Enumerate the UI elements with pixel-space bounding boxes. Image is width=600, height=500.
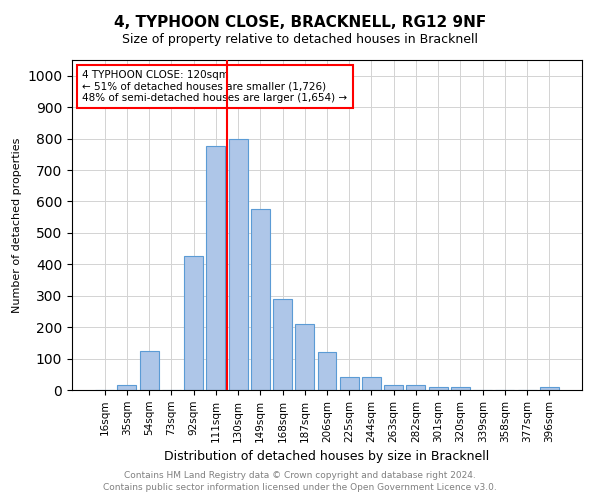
Bar (429, 387, 448, 390)
Bar (206, 146, 225, 390)
Text: 4, TYPHOON CLOSE, BRACKNELL, RG12 9NF: 4, TYPHOON CLOSE, BRACKNELL, RG12 9NF (114, 15, 486, 30)
Y-axis label: Number of detached properties: Number of detached properties (11, 138, 22, 312)
Bar (140, 350, 158, 390)
Bar (340, 378, 359, 390)
Text: Contains HM Land Registry data © Crown copyright and database right 2024.
Contai: Contains HM Land Registry data © Crown c… (103, 471, 497, 492)
Bar (406, 386, 425, 390)
Bar (251, 210, 270, 390)
Bar (362, 378, 381, 390)
Bar (384, 386, 403, 390)
X-axis label: Distribution of detached houses by size in Bracknell: Distribution of detached houses by size … (164, 450, 490, 463)
Bar (540, 387, 559, 390)
Bar (451, 387, 470, 390)
Text: Size of property relative to detached houses in Bracknell: Size of property relative to detached ho… (122, 32, 478, 46)
Bar (317, 352, 337, 390)
Bar (118, 386, 136, 390)
Bar (229, 138, 248, 390)
Bar (273, 299, 292, 390)
Text: 4 TYPHOON CLOSE: 120sqm
← 51% of detached houses are smaller (1,726)
48% of semi: 4 TYPHOON CLOSE: 120sqm ← 51% of detache… (82, 70, 347, 103)
Bar (184, 256, 203, 390)
Bar (295, 324, 314, 390)
